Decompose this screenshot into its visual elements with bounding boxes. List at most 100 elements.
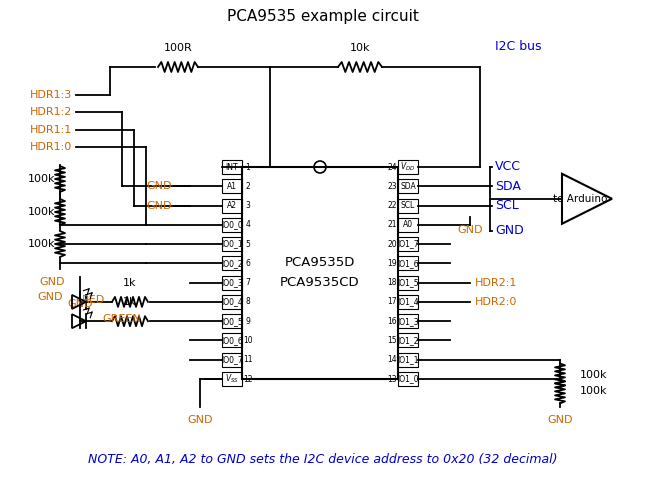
Bar: [222, 237, 242, 251]
Text: 14: 14: [387, 355, 397, 364]
Bar: [222, 160, 242, 174]
Text: SCL: SCL: [495, 199, 519, 212]
Bar: [222, 295, 242, 309]
Bar: [222, 179, 242, 193]
Text: 100k: 100k: [28, 174, 56, 184]
Bar: [222, 353, 242, 367]
Text: IO0_0: IO0_0: [221, 220, 243, 229]
Text: HDR1:3: HDR1:3: [30, 90, 72, 100]
Text: 19: 19: [387, 259, 397, 268]
Bar: [398, 160, 418, 174]
Text: 100k: 100k: [580, 371, 607, 380]
Text: 20: 20: [387, 240, 397, 248]
Text: 8: 8: [245, 298, 251, 306]
Text: 1k: 1k: [123, 278, 137, 288]
Text: SCL: SCL: [401, 201, 415, 210]
Text: 13: 13: [387, 375, 397, 383]
Text: GND: GND: [495, 224, 524, 237]
Bar: [222, 199, 242, 212]
Text: 1k: 1k: [123, 297, 137, 307]
Text: 18: 18: [387, 278, 397, 287]
Bar: [222, 372, 242, 386]
Text: PCA9535 example circuit: PCA9535 example circuit: [227, 10, 419, 24]
Text: 1: 1: [245, 163, 251, 171]
Text: GND: GND: [547, 415, 573, 425]
Text: SDA: SDA: [495, 180, 521, 193]
Text: 21: 21: [387, 220, 397, 229]
Text: $V_{DD}$: $V_{DD}$: [401, 161, 415, 173]
Text: IO0_7: IO0_7: [221, 355, 243, 364]
Bar: [398, 179, 418, 193]
Text: 24: 24: [387, 163, 397, 171]
Text: 11: 11: [244, 355, 253, 364]
Bar: [242, 167, 398, 379]
Text: IO1_5: IO1_5: [397, 278, 419, 287]
Text: IO1_1: IO1_1: [397, 355, 419, 364]
Text: 22: 22: [387, 201, 397, 210]
Bar: [398, 334, 418, 347]
Text: A2: A2: [227, 201, 237, 210]
Text: NOTE: A0, A1, A2 to GND sets the I2C device address to 0x20 (32 decimal): NOTE: A0, A1, A2 to GND sets the I2C dev…: [89, 452, 557, 466]
Text: 100k: 100k: [28, 207, 56, 217]
Text: HDR1:2: HDR1:2: [30, 107, 72, 117]
Text: GND: GND: [37, 292, 63, 302]
Bar: [398, 276, 418, 290]
Text: 10: 10: [243, 336, 253, 345]
Text: PCA9535D: PCA9535D: [285, 257, 355, 269]
Bar: [398, 218, 418, 232]
Bar: [222, 276, 242, 290]
Text: A0: A0: [403, 220, 413, 229]
Text: 7: 7: [245, 278, 251, 287]
Text: IO0_5: IO0_5: [221, 317, 243, 326]
Text: GND: GND: [147, 201, 172, 210]
Bar: [398, 295, 418, 309]
Bar: [222, 314, 242, 328]
Text: IO1_4: IO1_4: [397, 298, 419, 306]
Text: 17: 17: [387, 298, 397, 306]
Text: GREEN: GREEN: [102, 314, 141, 324]
Bar: [398, 372, 418, 386]
Text: SDA: SDA: [400, 182, 416, 191]
Text: INT: INT: [225, 163, 238, 171]
Text: 100k: 100k: [580, 386, 607, 396]
Text: 100k: 100k: [28, 239, 56, 249]
Text: 4: 4: [245, 220, 251, 229]
Text: IO1_7: IO1_7: [397, 240, 419, 248]
Bar: [222, 218, 242, 232]
Text: IO0_3: IO0_3: [221, 278, 243, 287]
Bar: [398, 256, 418, 270]
Text: GND: GND: [147, 181, 172, 191]
Text: IO1_3: IO1_3: [397, 317, 419, 326]
Text: HDR2:0: HDR2:0: [475, 297, 517, 307]
Text: HDR1:1: HDR1:1: [30, 125, 72, 135]
Text: 100R: 100R: [163, 43, 193, 53]
Text: HDR2:1: HDR2:1: [475, 278, 517, 288]
Text: 3: 3: [245, 201, 251, 210]
Text: 23: 23: [387, 182, 397, 191]
Text: VCC: VCC: [495, 161, 521, 173]
Text: IO1_0: IO1_0: [397, 375, 419, 383]
Text: I2C bus: I2C bus: [495, 40, 541, 54]
Text: A1: A1: [227, 182, 237, 191]
Text: GND: GND: [39, 277, 65, 287]
Text: IO0_1: IO0_1: [221, 240, 243, 248]
Text: 2: 2: [245, 182, 251, 191]
Text: 5: 5: [245, 240, 251, 248]
Text: IO0_6: IO0_6: [221, 336, 243, 345]
Text: 15: 15: [387, 336, 397, 345]
Text: 16: 16: [387, 317, 397, 326]
Text: 6: 6: [245, 259, 251, 268]
Text: GND: GND: [187, 415, 213, 425]
Text: $V_{SS}$: $V_{SS}$: [225, 373, 239, 385]
Text: GND: GND: [457, 225, 483, 235]
Text: PCA9535CD: PCA9535CD: [280, 277, 360, 289]
Text: 9: 9: [245, 317, 251, 326]
Text: IO0_2: IO0_2: [221, 259, 243, 268]
Text: 10k: 10k: [349, 43, 370, 53]
Text: IO0_4: IO0_4: [221, 298, 243, 306]
Bar: [398, 353, 418, 367]
Bar: [398, 314, 418, 328]
Text: 12: 12: [244, 375, 253, 383]
Bar: [398, 199, 418, 212]
Text: HDR1:0: HDR1:0: [30, 142, 72, 152]
